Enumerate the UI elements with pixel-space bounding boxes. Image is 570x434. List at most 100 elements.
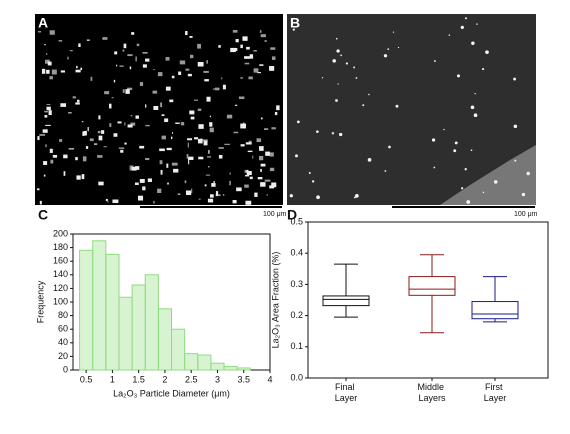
particle <box>335 37 338 40</box>
particle <box>139 145 145 149</box>
particle <box>470 105 475 110</box>
particle <box>200 138 203 144</box>
particle <box>44 110 49 113</box>
particle <box>112 199 119 204</box>
y-tick-label: 60 <box>58 324 68 334</box>
particle <box>43 161 48 165</box>
particle <box>60 70 66 73</box>
particle <box>253 50 257 52</box>
particle <box>48 110 52 116</box>
particle <box>269 185 275 189</box>
particle <box>253 68 259 73</box>
particle <box>209 127 214 133</box>
particle <box>259 146 264 151</box>
particle <box>433 60 436 62</box>
particle <box>186 154 189 159</box>
particle <box>316 195 320 200</box>
particle <box>69 50 73 52</box>
particle <box>127 54 133 57</box>
particle <box>153 105 159 110</box>
particle <box>52 154 58 158</box>
particle <box>191 188 193 194</box>
particle <box>127 124 133 128</box>
particle <box>124 142 127 145</box>
particle <box>190 54 194 59</box>
particle <box>205 174 211 176</box>
y-tick-label: 0 <box>63 364 68 374</box>
particle <box>431 138 436 142</box>
particle <box>120 149 124 153</box>
particle <box>98 115 101 120</box>
y-tick-label: 0.4 <box>290 248 303 258</box>
particle <box>206 96 211 102</box>
particle <box>345 62 348 65</box>
particle <box>514 159 517 162</box>
particle <box>109 123 112 128</box>
particle <box>84 130 87 136</box>
particle <box>170 136 173 140</box>
particle <box>46 106 51 111</box>
particle <box>493 180 498 184</box>
particle <box>41 68 46 74</box>
y-tick-label: 0.2 <box>290 310 303 320</box>
particle <box>171 162 178 166</box>
box <box>408 276 456 296</box>
particle <box>47 61 52 66</box>
particle <box>153 69 155 71</box>
particle <box>68 112 72 114</box>
particle <box>289 194 293 198</box>
particle <box>249 54 254 59</box>
particle <box>392 31 395 33</box>
particle <box>129 165 134 171</box>
y-axis-label: La₂O₃ Area Fraction (%) <box>270 252 280 349</box>
particle <box>188 159 190 165</box>
particle <box>90 76 93 81</box>
y-tick-label: 120 <box>53 283 68 293</box>
particle <box>388 145 391 149</box>
particle <box>130 122 136 126</box>
particle <box>135 56 137 62</box>
particle <box>122 49 125 52</box>
particle <box>75 69 81 73</box>
bar <box>79 249 94 371</box>
x-tick-label: 3.5 <box>237 374 250 384</box>
particle <box>60 103 67 107</box>
particle <box>485 50 489 55</box>
particle <box>264 128 269 131</box>
particle <box>113 133 118 137</box>
particle <box>384 170 387 172</box>
particle <box>82 156 87 162</box>
particle <box>203 140 208 146</box>
box <box>471 301 519 320</box>
particle <box>460 25 464 30</box>
particle <box>470 149 473 152</box>
particle <box>355 77 358 79</box>
particle <box>153 200 155 204</box>
particle <box>232 30 238 33</box>
particle <box>119 65 124 67</box>
particle <box>235 38 239 43</box>
particle <box>321 77 324 79</box>
particle <box>245 142 252 145</box>
particle <box>118 147 125 149</box>
x-tick-label: 0.5 <box>80 374 93 384</box>
particle <box>77 99 80 103</box>
particle <box>97 130 101 134</box>
x-tick-label: 2 <box>162 374 167 384</box>
particle <box>72 96 76 99</box>
particle <box>127 87 133 91</box>
particle <box>160 169 163 175</box>
particle <box>184 180 187 184</box>
particle <box>271 127 276 130</box>
particle <box>75 157 78 161</box>
particle <box>87 127 89 132</box>
particle <box>157 72 163 77</box>
particle <box>111 97 114 99</box>
particle <box>246 169 249 174</box>
particle <box>513 124 518 129</box>
particle <box>160 102 163 108</box>
bar <box>131 284 146 371</box>
particle <box>209 115 211 118</box>
particle <box>222 84 226 90</box>
particle <box>145 124 150 127</box>
